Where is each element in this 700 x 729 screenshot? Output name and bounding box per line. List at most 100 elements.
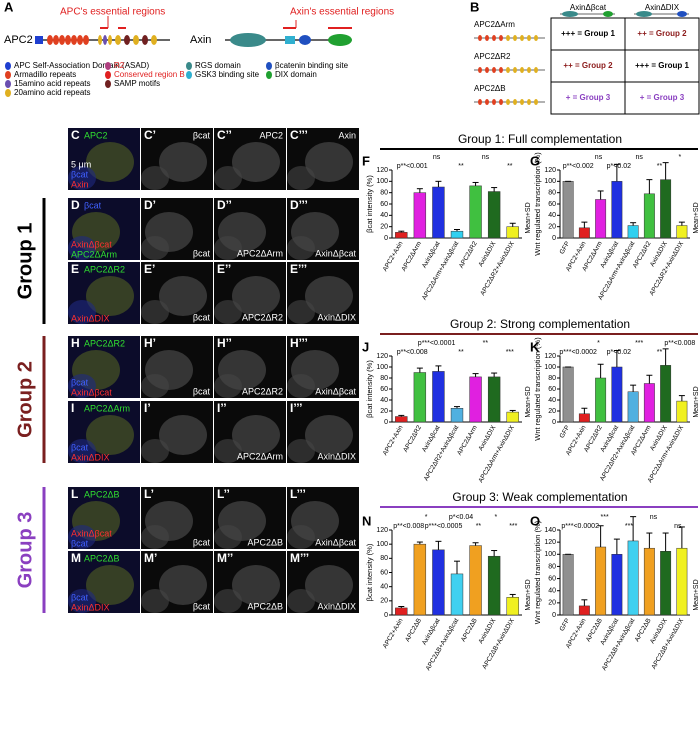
- channel-label: AxinΔβcat: [71, 239, 112, 249]
- y-tick-label: 80: [380, 375, 388, 382]
- stat-note: Mean+SD: [525, 579, 532, 610]
- domain: [142, 35, 148, 45]
- column-header: AxinΔDIX: [645, 3, 680, 12]
- channel-label: βcat: [193, 601, 211, 611]
- y-tick-label: 100: [376, 541, 388, 548]
- legend-swatch: [266, 71, 272, 79]
- channel-label: βcat: [71, 169, 89, 179]
- panel-letter: I’: [144, 401, 151, 415]
- y-tick-label: 60: [548, 386, 556, 393]
- cell-shape: [68, 439, 96, 463]
- y-tick-label: 120: [544, 539, 556, 546]
- y-tick-label: 140: [544, 527, 556, 534]
- stat-note: Mean+SD: [693, 579, 700, 610]
- bar: [676, 225, 688, 239]
- y-tick-label: 40: [380, 212, 388, 219]
- y-tick-label: 120: [544, 167, 556, 174]
- significance: p**<0.008: [397, 349, 428, 356]
- bar: [627, 225, 639, 239]
- cell-shape: [232, 276, 280, 316]
- domain: [65, 35, 71, 45]
- panel-letter: C: [71, 128, 80, 142]
- channel-label: APC2ΔR2: [242, 312, 283, 322]
- domain: [133, 35, 139, 45]
- panel-letter: L: [71, 487, 78, 501]
- significance: ns: [674, 523, 682, 530]
- channel-label: APC2ΔB: [247, 537, 283, 547]
- domain: [53, 35, 59, 45]
- group-label: Group 1: [14, 223, 36, 300]
- bar: [578, 605, 590, 616]
- channel-label: AxinΔDIX: [317, 451, 356, 461]
- cell-shape: [287, 525, 315, 549]
- channel-label: AxinΔDIX: [71, 313, 110, 323]
- bar: [595, 546, 607, 616]
- panel-letter: E’’: [217, 262, 231, 276]
- table-cell: +++ = Group 1: [561, 29, 615, 38]
- bar: [413, 192, 427, 239]
- apc-label: APC2: [4, 34, 33, 46]
- panel-letter: D’’: [217, 198, 232, 212]
- bar: [643, 383, 655, 423]
- channel-label: Axin: [71, 179, 89, 189]
- group-header: Group 2: Strong complementation: [450, 317, 630, 331]
- mini-domain: [513, 35, 517, 41]
- cell-shape: [141, 525, 169, 549]
- cell-shape: [86, 415, 134, 455]
- mini-domain: [534, 99, 538, 105]
- channel-label: βcat: [71, 538, 89, 548]
- legend-swatch: [105, 80, 111, 88]
- y-tick-label: 60: [380, 201, 388, 208]
- mini-domain: [527, 67, 531, 73]
- y-tick-label: 100: [376, 364, 388, 371]
- panel-letter: M’: [144, 551, 157, 565]
- legend-text: 15amino acid repeats: [14, 79, 91, 88]
- bar: [487, 376, 501, 423]
- channel-label: AxinΔDIX: [71, 452, 110, 462]
- significance: **: [458, 349, 464, 356]
- axin-diagram: [225, 20, 352, 47]
- channel-label: APC2ΔB: [247, 601, 283, 611]
- panel-letter: F: [362, 153, 370, 168]
- axin-note: Axin's essential regions: [290, 7, 394, 18]
- mini-domain: [520, 67, 524, 73]
- legend-swatch: [105, 71, 111, 79]
- cell-shape: [214, 300, 242, 324]
- bar: [660, 179, 672, 239]
- bar: [595, 377, 607, 423]
- y-tick-label: 0: [552, 419, 556, 426]
- cell-shape: [232, 142, 280, 182]
- table-cell: +++ = Group 1: [635, 61, 689, 70]
- cell-shape: [232, 565, 280, 605]
- bar: [676, 547, 688, 616]
- significance: p***<0.0002: [559, 349, 597, 356]
- channel-label: AxinΔβcat: [315, 537, 356, 547]
- cell-shape: [214, 589, 242, 613]
- column-header: AxinΔβcat: [570, 3, 607, 12]
- bar: [506, 597, 519, 616]
- y-tick-label: 40: [548, 212, 556, 219]
- y-tick-label: 20: [380, 598, 388, 605]
- bar: [611, 366, 623, 423]
- channel-label: APC2ΔArm: [84, 403, 130, 413]
- legend-swatch: [5, 71, 11, 79]
- bar: [506, 411, 519, 423]
- y-tick-label: 40: [548, 397, 556, 404]
- channel-label: APC2: [84, 130, 108, 140]
- bar: [395, 232, 408, 239]
- y-tick-label: 0: [552, 612, 556, 619]
- mini-domain: [520, 35, 524, 41]
- channel-label: APC2ΔB: [84, 489, 120, 499]
- group-header: Group 1: Full complementation: [458, 132, 622, 146]
- panel-letter: D’’’: [290, 198, 308, 212]
- cell-shape: [68, 300, 96, 324]
- cell-shape: [141, 236, 169, 260]
- significance: *: [494, 514, 497, 521]
- domain: [98, 35, 102, 45]
- panel-letter: M’’’: [290, 551, 309, 565]
- legend-text: RGS domain: [195, 61, 241, 70]
- channel-label: Axin: [338, 130, 356, 140]
- y-tick-label: 60: [548, 201, 556, 208]
- significance: ns: [433, 154, 441, 161]
- cell-shape: [86, 142, 134, 182]
